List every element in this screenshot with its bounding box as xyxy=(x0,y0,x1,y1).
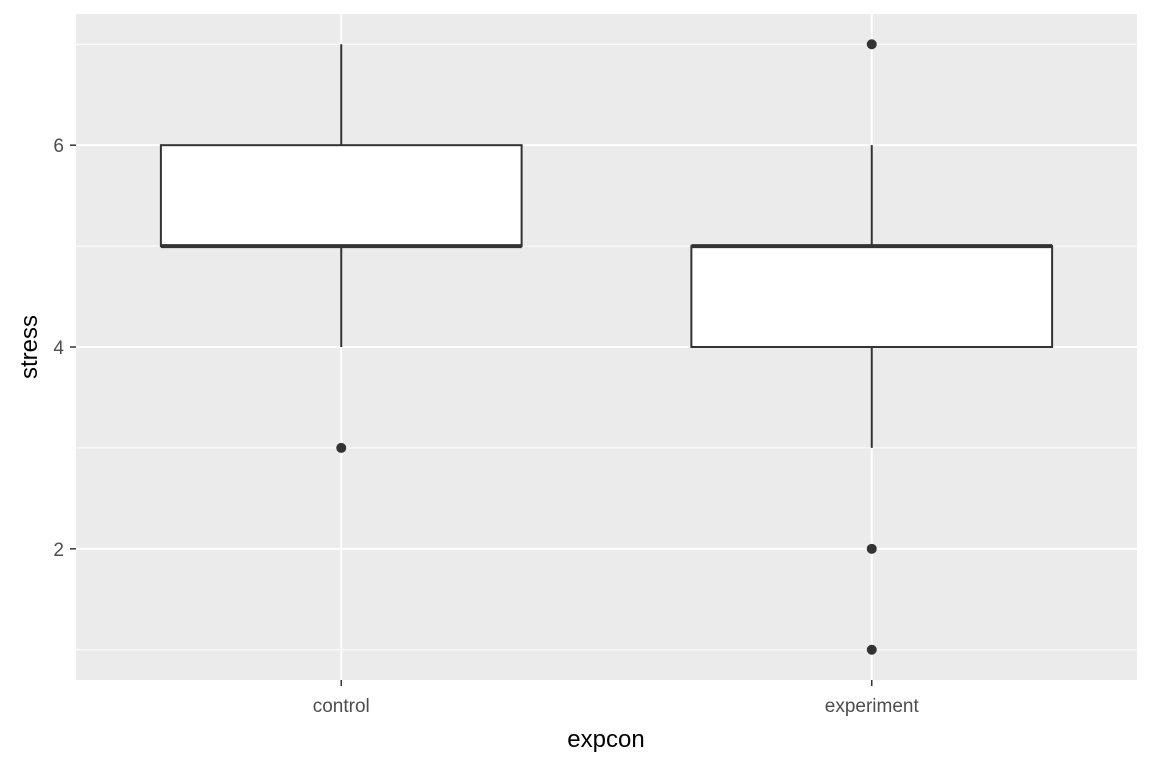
outlier-point xyxy=(336,442,347,453)
x-axis-ticks: control experiment xyxy=(313,680,920,717)
outlier-point xyxy=(866,39,877,50)
box-group xyxy=(159,39,1054,655)
box-iqr xyxy=(159,144,523,248)
y-tick-label: 6 xyxy=(53,136,64,157)
y-axis-ticks: 2 4 6 xyxy=(53,136,76,561)
box-iqr xyxy=(690,245,1054,348)
x-axis-title: expcon xyxy=(567,726,644,753)
x-tick-label: control xyxy=(313,696,370,717)
outlier-point xyxy=(866,644,877,655)
y-tick-label: 4 xyxy=(53,338,64,359)
y-tick-label: 2 xyxy=(53,540,64,561)
box-control xyxy=(159,44,523,453)
outlier-point xyxy=(866,543,877,554)
box-experiment xyxy=(690,39,1054,655)
x-tick-label: experiment xyxy=(825,696,920,717)
y-axis-title: stress xyxy=(16,315,43,379)
